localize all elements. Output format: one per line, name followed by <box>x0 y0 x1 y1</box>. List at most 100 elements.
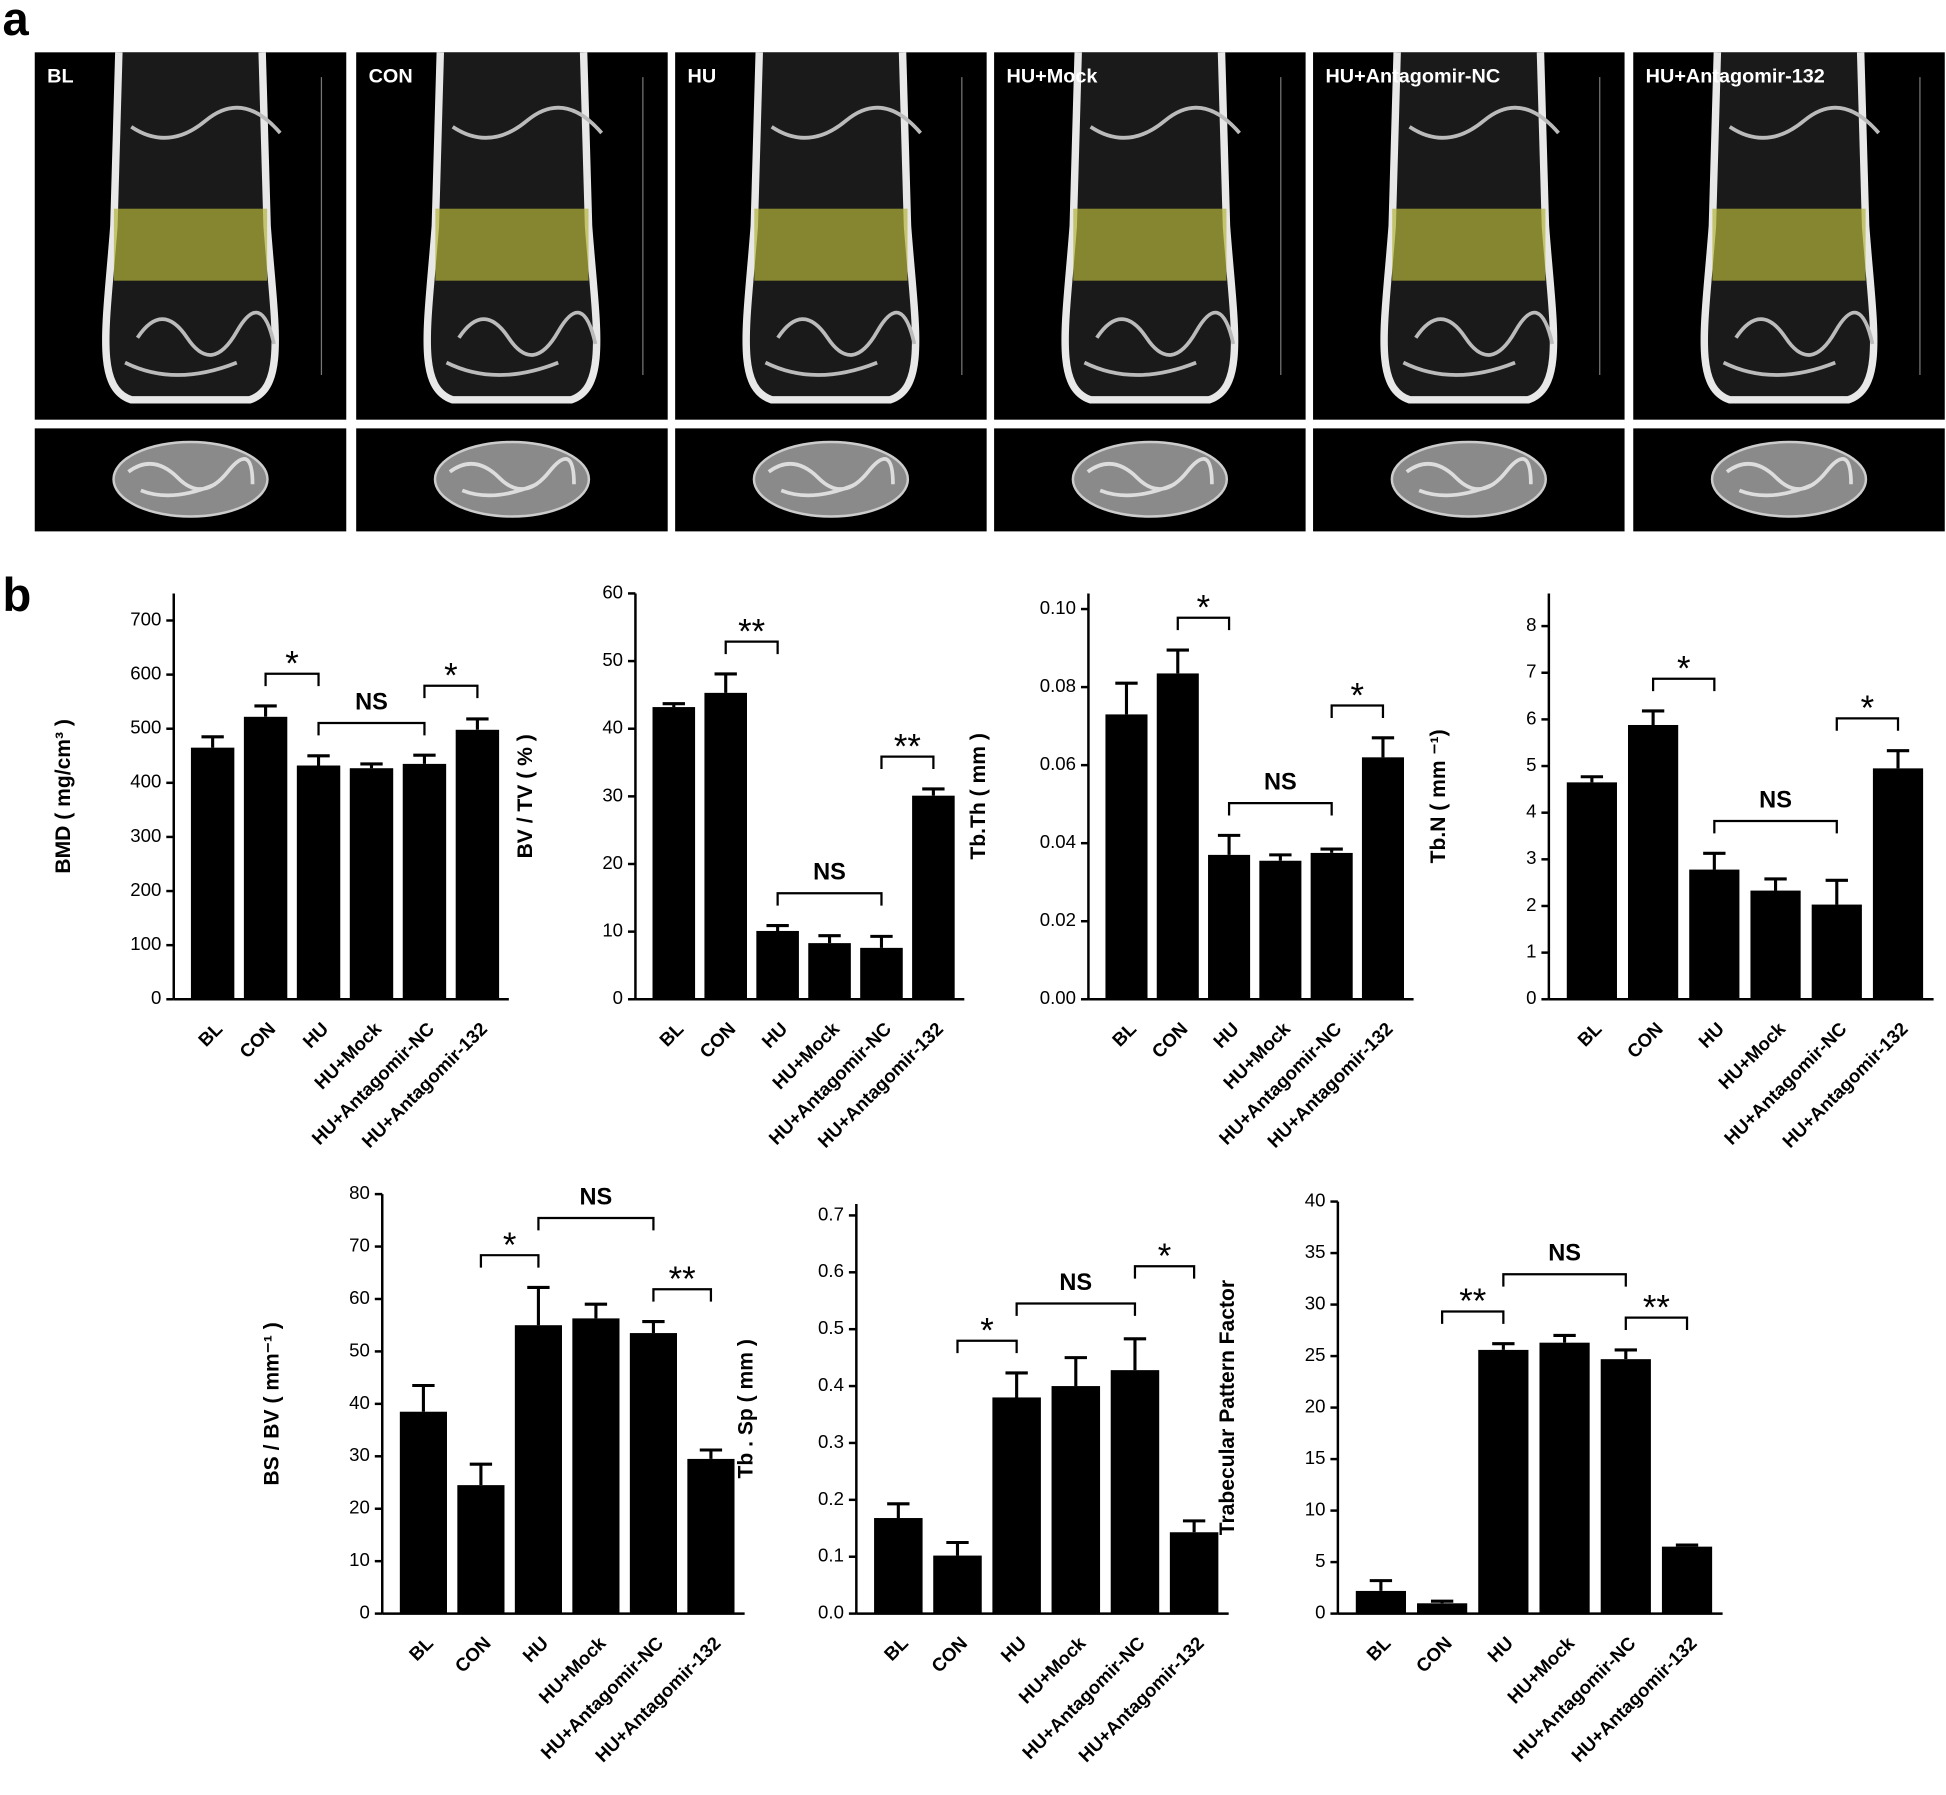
bar <box>687 1458 735 1614</box>
roi-highlight <box>1392 208 1546 281</box>
y-tick-label: 5 <box>1526 754 1536 775</box>
significance-bracket <box>1330 704 1385 718</box>
error-bar <box>584 1302 608 1319</box>
bone-3d <box>752 440 910 518</box>
y-tick-label: 0 <box>1526 987 1536 1008</box>
bone-3d <box>1710 440 1868 518</box>
y-tick-label: 0.00 <box>1040 987 1076 1008</box>
x-tick-label: HU <box>758 1018 792 1052</box>
bar <box>399 1411 447 1614</box>
bar <box>1811 904 1862 1000</box>
significance-label: * <box>1158 1238 1172 1276</box>
error-bar <box>413 753 436 764</box>
bone-3d <box>1071 440 1229 518</box>
y-tick-label: 0.1 <box>818 1545 844 1566</box>
y-tick-label: 10 <box>1305 1499 1326 1520</box>
bone-3d-texture <box>448 457 576 498</box>
x-tick-label: CON <box>235 1018 279 1062</box>
error-bar <box>254 704 277 717</box>
bar <box>912 795 955 1000</box>
y-axis-label: Trabecular Pattern Factor <box>1216 1280 1239 1535</box>
y-tick-label: 20 <box>1305 1396 1326 1417</box>
bar <box>572 1318 620 1614</box>
x-tick-label: CON <box>1623 1018 1667 1062</box>
bar <box>992 1397 1041 1614</box>
significance-bracket <box>652 1288 713 1302</box>
bar <box>190 747 235 1000</box>
significance-label: * <box>444 657 458 695</box>
significance-label: NS <box>1759 786 1792 812</box>
y-tick-label: 0 <box>613 987 623 1008</box>
bar <box>1051 1386 1101 1614</box>
y-tick-label: 6 <box>1526 707 1536 728</box>
y-tick-label: 0.06 <box>1040 753 1076 774</box>
bone-3d <box>112 440 269 518</box>
bar <box>808 943 851 1000</box>
bar <box>1872 768 1924 1000</box>
significance-label: * <box>1197 589 1211 627</box>
y-tick-label: 0 <box>1315 1602 1325 1623</box>
bone-3d <box>433 440 591 518</box>
bar <box>455 729 500 1000</box>
bone-3d-texture <box>1405 457 1533 498</box>
y-tick-label: 60 <box>349 1287 370 1308</box>
y-tick-label: 100 <box>130 933 161 954</box>
error-bar <box>1614 1348 1637 1360</box>
bar <box>860 947 903 1000</box>
bar <box>1361 757 1404 1000</box>
bar <box>933 1555 982 1614</box>
significance-label: NS <box>1059 1269 1092 1295</box>
bone-3d-texture <box>1725 457 1853 498</box>
y-tick-label: 70 <box>349 1234 370 1255</box>
significance-bracket <box>423 684 479 699</box>
x-tick-label: BL <box>194 1018 226 1050</box>
error-bar <box>642 1319 665 1334</box>
roi-highlight <box>754 208 908 281</box>
bar <box>1417 1603 1468 1614</box>
error-bar <box>1641 709 1665 725</box>
bone-3d-texture <box>1086 457 1214 498</box>
x-tick-label: HU <box>997 1632 1031 1666</box>
significance-bracket <box>1651 677 1716 692</box>
significance-label: * <box>1677 650 1691 688</box>
bar <box>514 1325 562 1614</box>
significance-bracket <box>1015 1302 1137 1316</box>
trabeculae <box>1402 105 1560 377</box>
bar <box>296 765 341 1000</box>
y-tick-label: 300 <box>130 825 161 846</box>
bar <box>1259 860 1302 1000</box>
y-axis-label: BMD ( mg/cm³ ) <box>52 719 75 874</box>
significance-label: NS <box>355 688 388 714</box>
error-bar <box>1430 1599 1454 1604</box>
x-tick-label: CON <box>1147 1018 1191 1062</box>
trabeculae <box>1722 105 1881 377</box>
x-tick-label: BL <box>1362 1632 1394 1664</box>
significance-label: * <box>1861 690 1875 728</box>
x-tick-label: BL <box>880 1632 912 1664</box>
significance-bracket <box>1176 616 1231 631</box>
y-tick-label: 40 <box>1305 1189 1326 1210</box>
x-tick-label: HU <box>518 1632 552 1666</box>
image-label: HU+Antagomir-NC <box>1325 65 1500 87</box>
y-tick-label: 0 <box>359 1602 369 1623</box>
x-tick-label: HU <box>1483 1632 1517 1666</box>
y-tick-label: 0.6 <box>818 1260 844 1281</box>
y-tick-label: 1 <box>1526 941 1536 962</box>
y-tick-label: 5 <box>1315 1550 1325 1571</box>
significance-bracket <box>724 640 779 655</box>
x-tick-label: CON <box>1412 1632 1456 1676</box>
trabeculae <box>1083 105 1241 377</box>
significance-label: * <box>1351 677 1365 715</box>
error-bar <box>412 1383 435 1412</box>
error-bar <box>870 934 893 948</box>
error-bar <box>469 1462 493 1486</box>
x-tick-label: HU <box>1694 1018 1728 1052</box>
bar <box>457 1485 505 1614</box>
bar <box>652 707 696 1000</box>
x-tick-label: HU <box>1209 1018 1243 1052</box>
error-bar <box>1217 833 1241 855</box>
roi-highlight <box>435 208 589 281</box>
bar <box>1539 1342 1590 1614</box>
y-tick-label: 15 <box>1305 1447 1326 1468</box>
